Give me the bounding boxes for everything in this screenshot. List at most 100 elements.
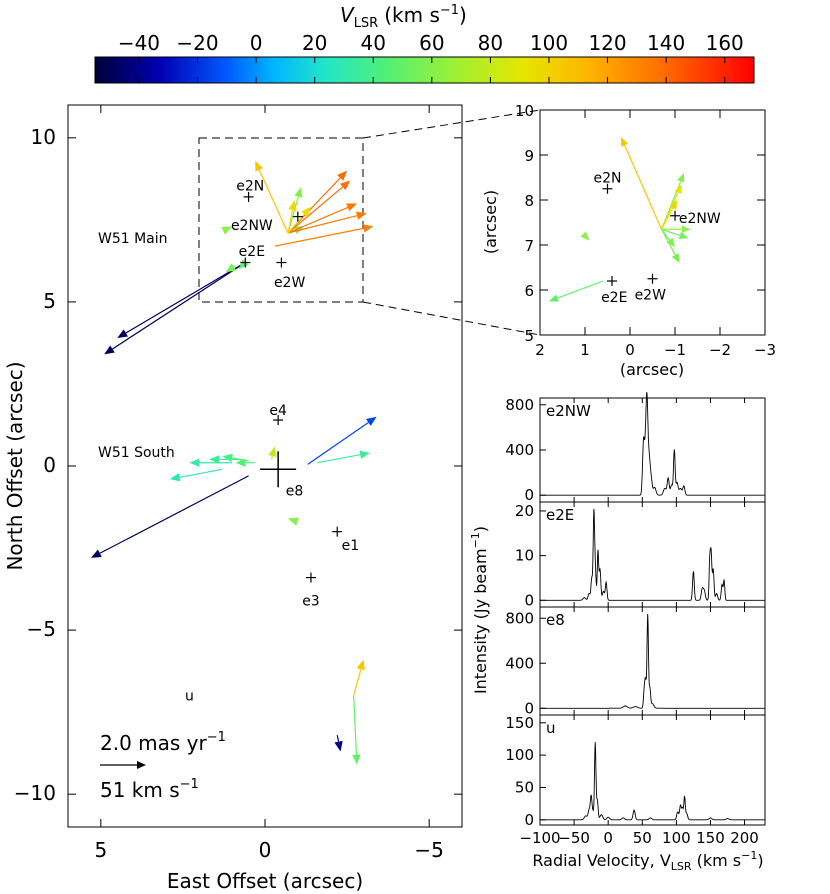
spectra-xlabel: Radial Velocity, VLSR (km s−1)	[532, 849, 763, 873]
colorbar-tick-label: −40	[118, 31, 160, 55]
main-source-label: e2E	[239, 244, 265, 260]
main-vector-head	[117, 329, 128, 339]
zoom-source-label: e2NW	[679, 211, 721, 227]
colorbar-title-units-end: )	[459, 3, 467, 27]
main-vector	[270, 455, 274, 460]
zoom-ytick-label: 8	[524, 192, 534, 210]
main-vector	[287, 209, 294, 234]
main-vector-head	[294, 187, 303, 198]
main-vector	[99, 475, 249, 554]
spectrum-panel-e2NW: 0 400 800 e2NW	[505, 391, 766, 504]
main-vector-head	[334, 740, 343, 752]
spectrum-ytick-label: 0	[524, 591, 534, 609]
spectra-xlabel-sub: LSR	[671, 860, 692, 873]
spectra-panels: 0 400 800 e2NW 0 10 20 e2E 0 400 800 e8 0 50 100 150 u	[505, 391, 766, 829]
scale-legend-line2-sup: −1	[180, 777, 199, 792]
spectra-xtick-label: 200	[730, 829, 759, 847]
main-vector-head	[288, 200, 297, 211]
colorbar-tick-label: 0	[250, 31, 263, 55]
spectra-xlabel-text: Radial Velocity, V	[532, 851, 670, 870]
zoom-frame	[539, 109, 766, 336]
spectra-xticks: −100−50 0 50 100 150 200	[519, 829, 758, 847]
spectrum-ytick-label: 400	[505, 654, 534, 672]
zoom-ytick-label: 6	[524, 282, 534, 300]
spectrum-line	[540, 391, 765, 496]
main-vector-head	[366, 416, 377, 426]
zoom-xtick-label: 0	[625, 341, 635, 359]
zoom-ylabel: (arcsec)	[481, 190, 500, 254]
spectrum-line	[540, 613, 765, 709]
main-xtick-label: 5	[94, 838, 107, 862]
main-ytick-label: 10	[31, 125, 56, 149]
main-vector-head	[209, 455, 220, 464]
main-vector-head	[90, 549, 102, 558]
colorbar-tick-label: −20	[176, 31, 218, 55]
zoom-xtick-label: −2	[709, 341, 731, 359]
main-vector	[287, 213, 305, 234]
colorbar-ticks: −40 −20 0 20 40 60 80 100 120 140 160	[118, 31, 744, 83]
colorbar-tick-label: 40	[361, 31, 386, 55]
main-vector	[353, 669, 362, 696]
main-source-label: u	[185, 689, 194, 705]
main-vector	[179, 468, 223, 478]
colorbar-tick-label: 60	[419, 31, 444, 55]
main-vector	[233, 265, 236, 268]
main-vector-head	[301, 206, 311, 218]
zoom-vector	[557, 280, 604, 299]
spectrum-ytick-label: 10	[515, 547, 534, 565]
main-source-label: e3	[302, 594, 320, 610]
colorbar-tick-label: 140	[647, 31, 685, 55]
spectrum-frame	[539, 606, 766, 716]
main-source-label: e8	[286, 484, 304, 500]
spectrum-ytick-label: 400	[505, 441, 534, 459]
colorbar-title-units: (km s	[384, 3, 440, 27]
zoom-sources: e2N e2NW e2E e2W	[594, 171, 721, 306]
scale-legend: 2.0 mas yr−1 51 km s−1	[100, 730, 226, 802]
main-vector-head	[189, 458, 200, 467]
main-vector	[317, 454, 361, 464]
zoom-vector	[660, 207, 674, 230]
main-vector	[307, 421, 369, 465]
spectrum-panel-e2E: 0 10 20 e2E	[515, 501, 766, 609]
main-vector-head	[352, 754, 361, 765]
main-vector	[232, 457, 249, 462]
zoom-xlabel: (arcsec)	[620, 360, 684, 379]
main-vector-head	[225, 263, 237, 273]
main-ytick-label: −5	[27, 617, 56, 641]
main-vector-head	[346, 203, 357, 212]
zoom-xtick-label: −3	[754, 341, 776, 359]
spectra-xlabel-units: (km s	[692, 851, 742, 870]
region-label-w51-main: W51 Main	[98, 231, 168, 247]
spectrum-ytick-label: 50	[515, 778, 534, 796]
zoom-box	[198, 137, 364, 303]
zoom-vector-head	[674, 184, 682, 195]
main-vector-head	[356, 659, 365, 671]
main-vector-head	[104, 345, 115, 355]
spectra-xtick-label: 100	[662, 829, 691, 847]
spectra: 0 400 800 e2NW 0 10 20 e2E 0 400 800 e8 0 50 100 150 u −…	[469, 391, 766, 873]
spectrum-panel-e8: 0 400 800 e8	[505, 606, 766, 717]
spectrum-ytick-label: 100	[505, 746, 534, 764]
zoom-source-label: e2E	[601, 290, 627, 306]
main-vector-head	[222, 453, 233, 463]
zoom-vector	[660, 228, 676, 256]
main-vector-head	[359, 450, 371, 459]
zoom-ytick-label: 7	[524, 237, 534, 255]
main-xtick-label: −5	[414, 838, 443, 862]
zoom-vector-head	[621, 137, 629, 147]
main-ticks: 5 0 −5 10 5 0 −5 −10	[14, 105, 462, 862]
spectra-xlabel-units-end: )	[757, 851, 763, 870]
colorbar-gradient	[94, 56, 755, 84]
spectrum-ytick-label: 0	[524, 699, 534, 717]
main-vector	[287, 186, 344, 234]
colorbar-tick-label: 80	[478, 31, 503, 55]
zoom-source-label: e2W	[635, 288, 667, 304]
spectra-xtick-label: 0	[603, 829, 613, 847]
main-vector	[287, 206, 348, 234]
zoom-vector-head	[678, 231, 689, 239]
colorbar-tick-label: 120	[588, 31, 626, 55]
colorbar-title-units-sup: −1	[440, 3, 459, 18]
spectra-ylabel-end: )	[471, 526, 490, 532]
zoom-vectors	[549, 137, 691, 302]
